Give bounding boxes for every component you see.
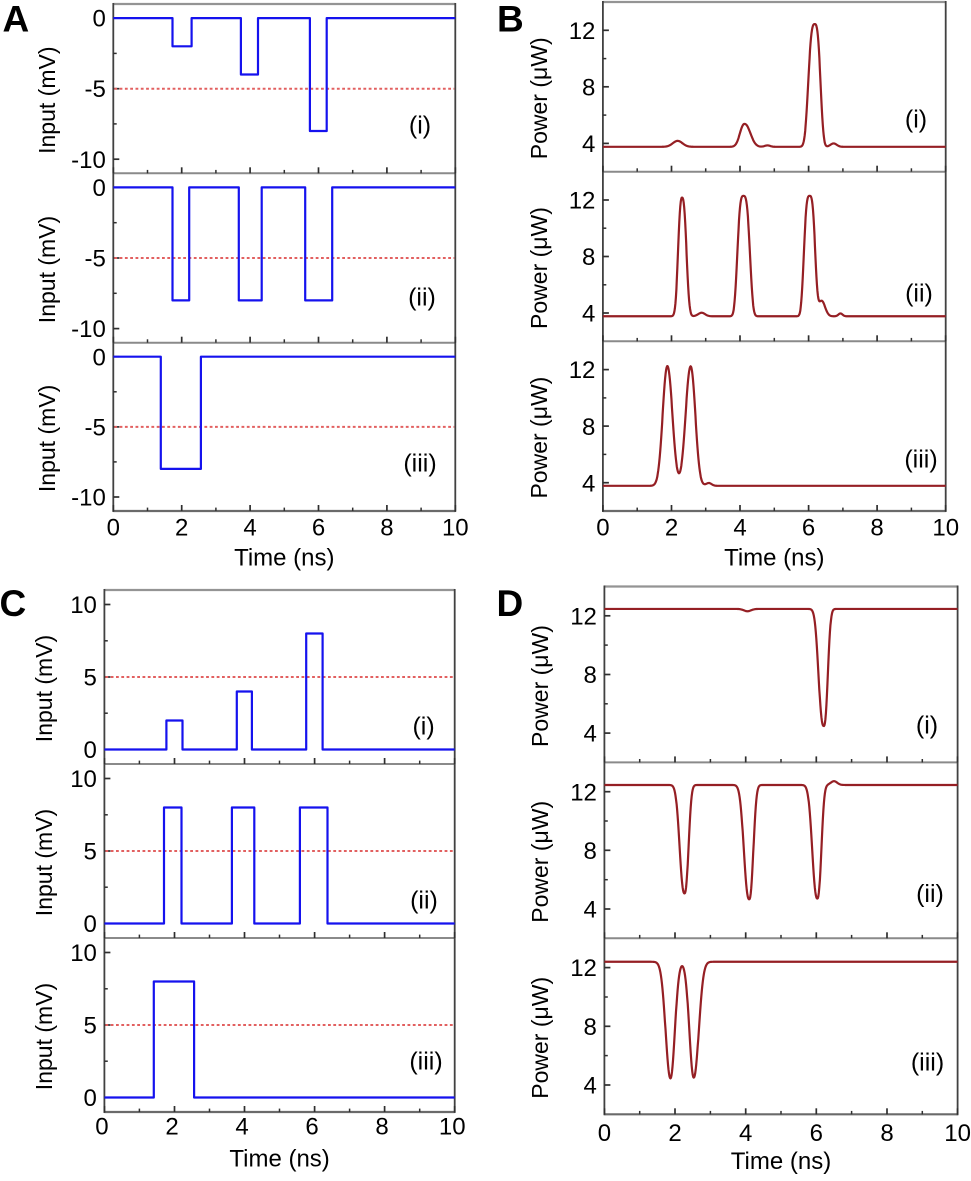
svg-text:4: 4 xyxy=(584,1073,597,1100)
svg-text:4: 4 xyxy=(235,1114,248,1141)
svg-text:(ii): (ii) xyxy=(410,887,438,915)
svg-text:Power (μW): Power (μW) xyxy=(527,625,553,747)
svg-text:8: 8 xyxy=(584,838,597,865)
svg-text:(iii): (iii) xyxy=(409,1048,442,1076)
svg-text:5: 5 xyxy=(84,1013,97,1040)
svg-text:(ii): (ii) xyxy=(905,280,933,308)
svg-text:(iii): (iii) xyxy=(403,450,436,478)
svg-text:12: 12 xyxy=(570,955,597,982)
svg-text:8: 8 xyxy=(584,662,597,689)
svg-text:-5: -5 xyxy=(84,415,105,442)
svg-text:10: 10 xyxy=(70,766,97,793)
svg-text:-10: -10 xyxy=(71,485,106,512)
svg-text:10: 10 xyxy=(932,515,959,542)
svg-text:8: 8 xyxy=(380,515,393,542)
svg-text:B: B xyxy=(497,0,524,40)
svg-text:8: 8 xyxy=(582,414,595,441)
svg-text:Power (μW): Power (μW) xyxy=(526,37,552,159)
svg-text:8: 8 xyxy=(375,1114,388,1141)
svg-text:8: 8 xyxy=(880,1120,893,1147)
svg-text:(ii): (ii) xyxy=(916,880,944,908)
svg-text:4: 4 xyxy=(582,131,595,158)
svg-text:12: 12 xyxy=(570,603,597,630)
svg-text:(i): (i) xyxy=(412,713,434,741)
svg-text:(i): (i) xyxy=(409,112,431,140)
svg-text:-5: -5 xyxy=(84,76,105,103)
svg-text:12: 12 xyxy=(569,18,596,45)
svg-text:-5: -5 xyxy=(84,246,105,273)
svg-text:Input (mV): Input (mV) xyxy=(34,216,60,323)
svg-text:10: 10 xyxy=(944,1120,971,1147)
svg-text:2: 2 xyxy=(665,515,678,542)
svg-text:0: 0 xyxy=(598,1120,611,1147)
svg-text:10: 10 xyxy=(70,592,97,619)
svg-text:Input (mV): Input (mV) xyxy=(31,983,57,1090)
svg-text:4: 4 xyxy=(582,301,595,328)
svg-text:2: 2 xyxy=(175,515,188,542)
svg-text:12: 12 xyxy=(570,779,597,806)
svg-text:Time (ns): Time (ns) xyxy=(234,545,334,572)
svg-text:12: 12 xyxy=(569,188,596,215)
svg-text:0: 0 xyxy=(92,175,105,202)
svg-text:8: 8 xyxy=(584,1014,597,1041)
svg-text:5: 5 xyxy=(84,665,97,692)
svg-text:Power (μW): Power (μW) xyxy=(527,801,553,923)
svg-text:-10: -10 xyxy=(71,147,106,174)
svg-text:Input (mV): Input (mV) xyxy=(34,47,60,154)
svg-text:4: 4 xyxy=(243,515,256,542)
svg-text:0: 0 xyxy=(84,1085,97,1112)
svg-text:10: 10 xyxy=(439,1114,466,1141)
svg-text:(i): (i) xyxy=(916,712,938,740)
svg-text:C: C xyxy=(0,583,26,624)
svg-text:0: 0 xyxy=(107,515,120,542)
svg-text:Input (mV): Input (mV) xyxy=(31,809,57,916)
svg-text:Time (ns): Time (ns) xyxy=(724,545,824,572)
svg-text:Power (μW): Power (μW) xyxy=(527,977,553,1099)
svg-text:Input (mV): Input (mV) xyxy=(31,635,57,742)
svg-text:0: 0 xyxy=(92,344,105,371)
svg-text:-10: -10 xyxy=(71,316,106,343)
svg-text:12: 12 xyxy=(569,357,596,384)
svg-text:0: 0 xyxy=(596,515,609,542)
svg-text:0: 0 xyxy=(84,737,97,764)
svg-text:0: 0 xyxy=(84,911,97,938)
svg-text:Time (ns): Time (ns) xyxy=(229,1146,329,1173)
svg-text:2: 2 xyxy=(165,1114,178,1141)
svg-text:10: 10 xyxy=(442,515,469,542)
svg-text:0: 0 xyxy=(92,6,105,33)
svg-text:Power (μW): Power (μW) xyxy=(526,207,552,329)
svg-text:6: 6 xyxy=(312,515,325,542)
svg-text:10: 10 xyxy=(70,940,97,967)
svg-text:4: 4 xyxy=(584,721,597,748)
svg-text:Time (ns): Time (ns) xyxy=(731,1148,831,1175)
svg-text:6: 6 xyxy=(810,1120,823,1147)
svg-text:6: 6 xyxy=(305,1114,318,1141)
svg-text:Input (mV): Input (mV) xyxy=(34,385,60,492)
svg-text:6: 6 xyxy=(802,515,815,542)
svg-text:5: 5 xyxy=(84,839,97,866)
svg-text:4: 4 xyxy=(739,1120,752,1147)
svg-text:8: 8 xyxy=(870,515,883,542)
svg-text:2: 2 xyxy=(668,1120,681,1147)
svg-text:A: A xyxy=(3,0,30,40)
svg-text:D: D xyxy=(497,583,524,624)
svg-text:4: 4 xyxy=(582,470,595,497)
svg-text:8: 8 xyxy=(582,244,595,271)
svg-text:8: 8 xyxy=(582,74,595,101)
svg-text:4: 4 xyxy=(733,515,746,542)
svg-text:4: 4 xyxy=(584,897,597,924)
svg-text:(i): (i) xyxy=(905,106,927,134)
svg-text:(iii): (iii) xyxy=(911,1049,944,1077)
svg-text:(ii): (ii) xyxy=(408,284,436,312)
svg-text:0: 0 xyxy=(95,1114,108,1141)
svg-text:(iii): (iii) xyxy=(904,446,937,474)
svg-text:Power (μW): Power (μW) xyxy=(526,377,552,499)
